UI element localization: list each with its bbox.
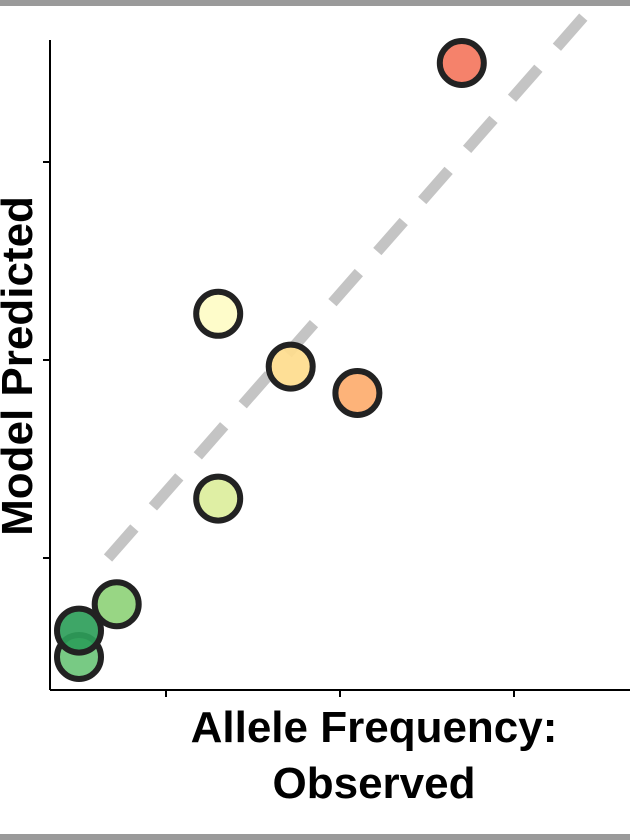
data-point <box>91 579 142 630</box>
data-point <box>332 368 383 418</box>
axis-titles: Allele Frequency: Observed Model Predict… <box>0 196 557 808</box>
data-point <box>193 473 244 524</box>
scatter-chart: Allele Frequency: Observed Model Predict… <box>0 6 630 808</box>
data-point <box>193 288 244 339</box>
data-point <box>54 605 104 656</box>
data-point <box>265 341 316 392</box>
x-axis-title-line-2: Observed <box>273 759 476 808</box>
x-axis-title-line-1: Allele Frequency: <box>191 703 558 752</box>
data-points <box>54 38 487 682</box>
reference-line-group <box>103 6 601 562</box>
reference-line <box>103 6 601 562</box>
data-point <box>436 38 487 88</box>
axes <box>43 40 630 697</box>
y-axis-title: Model Predicted <box>0 196 42 536</box>
